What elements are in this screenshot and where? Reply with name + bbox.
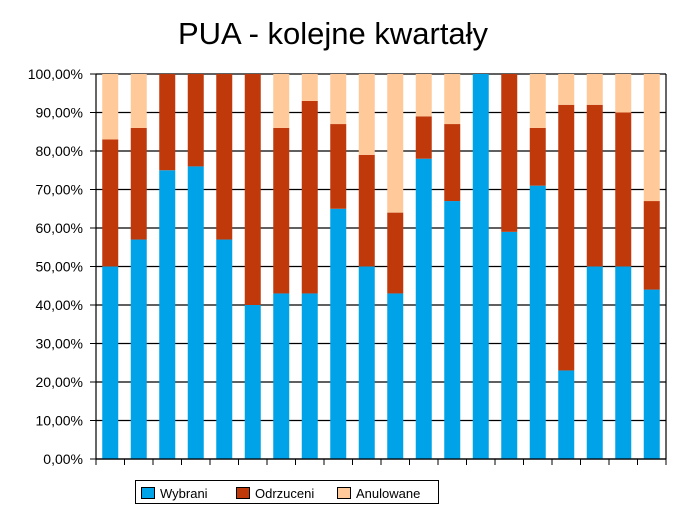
legend-swatch-odrzuceni (236, 487, 250, 499)
bar-segment-wybrani (159, 170, 176, 459)
bar-segment-odrzuceni (130, 127, 147, 240)
bar-segment-wybrani (387, 293, 404, 459)
bar-segment-wybrani (187, 166, 204, 459)
bar-segment-anulowane (301, 74, 318, 101)
bar-segment-odrzuceni (216, 74, 233, 240)
bar-segment-odrzuceni (273, 127, 290, 294)
bar-segment-odrzuceni (558, 104, 575, 371)
bar-segment-anulowane (130, 74, 147, 128)
y-tick-label: 30,00% (36, 336, 83, 352)
y-tick-label: 40,00% (36, 297, 83, 313)
y-tick-label: 100,00% (28, 66, 83, 82)
bar-segment-anulowane (387, 74, 404, 213)
bar-segment-odrzuceni (301, 100, 318, 294)
bar-segment-anulowane (358, 74, 375, 155)
bar-segment-wybrani (586, 266, 603, 459)
y-tick-label: 20,00% (36, 374, 83, 390)
bar-segment-anulowane (643, 74, 660, 202)
bar-segment-odrzuceni (586, 104, 603, 267)
bar-segment-odrzuceni (159, 74, 176, 171)
bar-segment-anulowane (273, 74, 290, 128)
bar-segment-wybrani (415, 158, 432, 459)
bar-segment-odrzuceni (415, 116, 432, 159)
y-tick-label: 50,00% (36, 259, 83, 275)
bar-segment-anulowane (444, 74, 461, 125)
bar-segment-wybrani (643, 289, 660, 459)
bar-segment-odrzuceni (643, 201, 660, 290)
legend-label-odrzuceni: Odrzuceni (255, 485, 315, 501)
bar-segment-odrzuceni (501, 74, 518, 232)
bar-segment-odrzuceni (187, 74, 204, 167)
bar-segment-odrzuceni (244, 74, 261, 305)
y-tick-label: 10,00% (36, 413, 83, 429)
bar-segment-anulowane (615, 74, 632, 113)
bar-segment-wybrani (244, 305, 261, 459)
bar-segment-odrzuceni (102, 139, 119, 267)
bar-segment-odrzuceni (615, 112, 632, 267)
legend-item-odrzuceni: Odrzuceni (236, 485, 314, 501)
bar-segment-wybrani (330, 208, 347, 459)
bar-segment-wybrani (102, 266, 119, 459)
bar-segment-wybrani (301, 293, 318, 459)
legend-label-wybrani: Wybrani (160, 485, 208, 501)
legend-item-wybrani: Wybrani (141, 485, 208, 501)
bar-segment-wybrani (558, 370, 575, 459)
bar-segment-wybrani (529, 185, 546, 459)
stacked-bar-chart: 0,00% 10,00% 20,00% 30,00% 40,00% 50,00% 60,00… (28, 66, 667, 467)
bar-segment-wybrani (444, 201, 461, 460)
bar-segment-anulowane (330, 74, 347, 125)
bar-segment-wybrani (130, 239, 147, 459)
bar-segment-wybrani (615, 266, 632, 459)
legend-swatch-anulowane (337, 487, 351, 499)
bar-segment-wybrani (273, 293, 290, 459)
bar-segment-wybrani (358, 266, 375, 459)
bar-segment-odrzuceni (444, 124, 461, 202)
bar-segment-wybrani (216, 239, 233, 459)
legend-swatch-wybrani (141, 487, 155, 499)
y-tick-label: 80,00% (36, 143, 83, 159)
bar-segment-anulowane (415, 74, 432, 117)
bar-segment-odrzuceni (358, 154, 375, 267)
bar-segment-wybrani (472, 74, 489, 459)
y-tick-label: 60,00% (36, 220, 83, 236)
bar-segment-anulowane (558, 74, 575, 105)
chart-title: PUA - kolejne kwartały (177, 16, 489, 51)
y-tick-label: 70,00% (36, 182, 83, 198)
y-tick-label: 0,00% (43, 451, 83, 467)
bar-segment-odrzuceni (330, 124, 347, 209)
bar-segment-anulowane (586, 74, 603, 105)
legend: Wybrani Odrzuceni Anulowane (135, 480, 439, 504)
bar-segment-anulowane (102, 74, 119, 140)
bar-segment-anulowane (529, 74, 546, 128)
legend-label-anulowane: Anulowane (356, 485, 421, 501)
bar-segment-odrzuceni (529, 127, 546, 186)
legend-item-anulowane: Anulowane (337, 485, 420, 501)
bar-segment-wybrani (501, 231, 518, 459)
bar-segment-odrzuceni (387, 212, 404, 294)
y-tick-label: 90,00% (36, 105, 83, 121)
